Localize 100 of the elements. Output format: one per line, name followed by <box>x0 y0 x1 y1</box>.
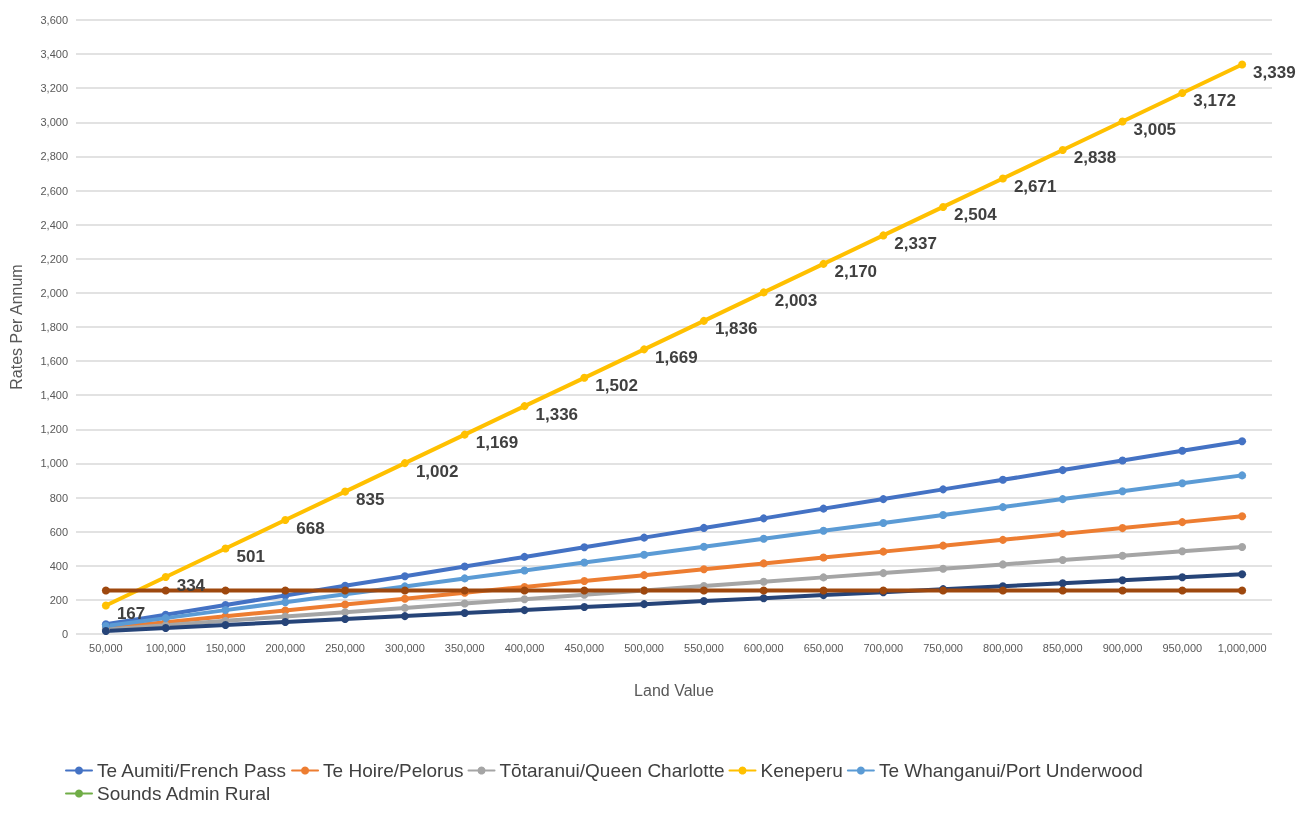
point <box>759 534 768 543</box>
point <box>640 550 649 559</box>
y-axis-title: Rates Per Annum <box>7 264 25 390</box>
x-tick-label: 900,000 <box>1102 641 1143 654</box>
data-label: 167 <box>116 604 146 624</box>
legend-label: Sounds Admin Rural <box>97 783 271 804</box>
point <box>221 620 230 629</box>
x-tick-label: 100,000 <box>145 641 186 654</box>
point <box>580 603 589 612</box>
point <box>1238 471 1247 480</box>
point <box>101 586 110 595</box>
legend-label: Keneperu <box>760 760 843 781</box>
y-tick-label: 1,200 <box>40 423 68 436</box>
point <box>939 510 948 519</box>
point <box>998 535 1007 544</box>
point <box>460 599 469 608</box>
y-tick-label: 600 <box>49 525 68 538</box>
legend-label: Te Hoire/Pelorus <box>323 760 464 781</box>
point <box>1118 576 1127 585</box>
y-tick-label: 3,000 <box>40 116 68 129</box>
point <box>640 533 649 542</box>
point <box>759 586 768 595</box>
point <box>1058 466 1067 475</box>
point <box>879 547 888 556</box>
point <box>939 564 948 573</box>
point <box>400 459 409 468</box>
point <box>1058 586 1067 595</box>
point <box>759 514 768 523</box>
point <box>759 577 768 586</box>
point <box>161 586 170 595</box>
data-label: 3,339 <box>1253 63 1296 83</box>
point <box>819 526 828 535</box>
x-tick-label: 850,000 <box>1042 641 1083 654</box>
data-label: 2,838 <box>1073 148 1117 168</box>
point <box>1118 487 1127 496</box>
data-label: 501 <box>236 547 265 567</box>
point <box>460 574 469 583</box>
data-label: 1,002 <box>415 461 459 481</box>
data-label: 1,169 <box>475 433 519 453</box>
point <box>699 542 708 551</box>
y-tick-label: 2,000 <box>40 286 68 299</box>
point <box>759 594 768 603</box>
point <box>939 202 948 211</box>
point <box>759 559 768 568</box>
point <box>1058 555 1067 564</box>
point <box>580 558 589 567</box>
x-tick-label: 50,000 <box>89 641 123 654</box>
point <box>998 503 1007 512</box>
y-tick-label: 400 <box>49 559 68 572</box>
point <box>161 614 170 623</box>
x-tick-label: 200,000 <box>265 641 306 654</box>
point <box>819 586 828 595</box>
point <box>341 600 350 609</box>
point <box>580 586 589 595</box>
y-tick-label: 3,600 <box>40 14 68 26</box>
data-label: 1,836 <box>714 319 758 339</box>
point <box>580 576 589 585</box>
data-label: 3,005 <box>1133 119 1177 139</box>
y-tick-label: 1,800 <box>40 321 68 333</box>
point <box>281 618 290 627</box>
point <box>460 430 469 439</box>
point <box>1058 579 1067 588</box>
y-tick-label: 800 <box>49 491 68 504</box>
y-tick-label: 3,200 <box>40 82 68 95</box>
point <box>580 543 589 552</box>
point <box>341 487 350 496</box>
point <box>221 586 230 595</box>
point <box>281 598 290 607</box>
point <box>520 586 529 595</box>
point <box>400 586 409 595</box>
point <box>1118 524 1127 533</box>
x-tick-label: 650,000 <box>803 641 844 654</box>
x-tick-label: 700,000 <box>863 641 904 654</box>
point <box>1238 60 1247 69</box>
point <box>699 316 708 325</box>
point <box>1178 573 1187 582</box>
point <box>400 572 409 581</box>
point <box>1058 145 1067 154</box>
point <box>879 569 888 578</box>
point <box>1238 586 1247 595</box>
data-label: 2,504 <box>954 205 998 225</box>
data-label: 2,003 <box>774 290 818 310</box>
x-tick-label: 350,000 <box>444 641 485 654</box>
point <box>341 614 350 623</box>
point <box>1178 518 1187 527</box>
x-tick-label: 1,000,000 <box>1217 641 1267 654</box>
point <box>998 560 1007 569</box>
point <box>819 553 828 562</box>
y-tick-label: 2,800 <box>40 150 68 163</box>
point <box>1118 456 1127 465</box>
point <box>819 259 828 268</box>
data-label: 835 <box>356 490 385 510</box>
y-tick-label: 2,200 <box>40 252 68 265</box>
point <box>1178 446 1187 455</box>
point <box>998 586 1007 595</box>
point <box>580 373 589 382</box>
y-tick-label: 1,600 <box>40 355 68 368</box>
point <box>939 485 948 494</box>
point <box>819 573 828 582</box>
point <box>520 552 529 561</box>
